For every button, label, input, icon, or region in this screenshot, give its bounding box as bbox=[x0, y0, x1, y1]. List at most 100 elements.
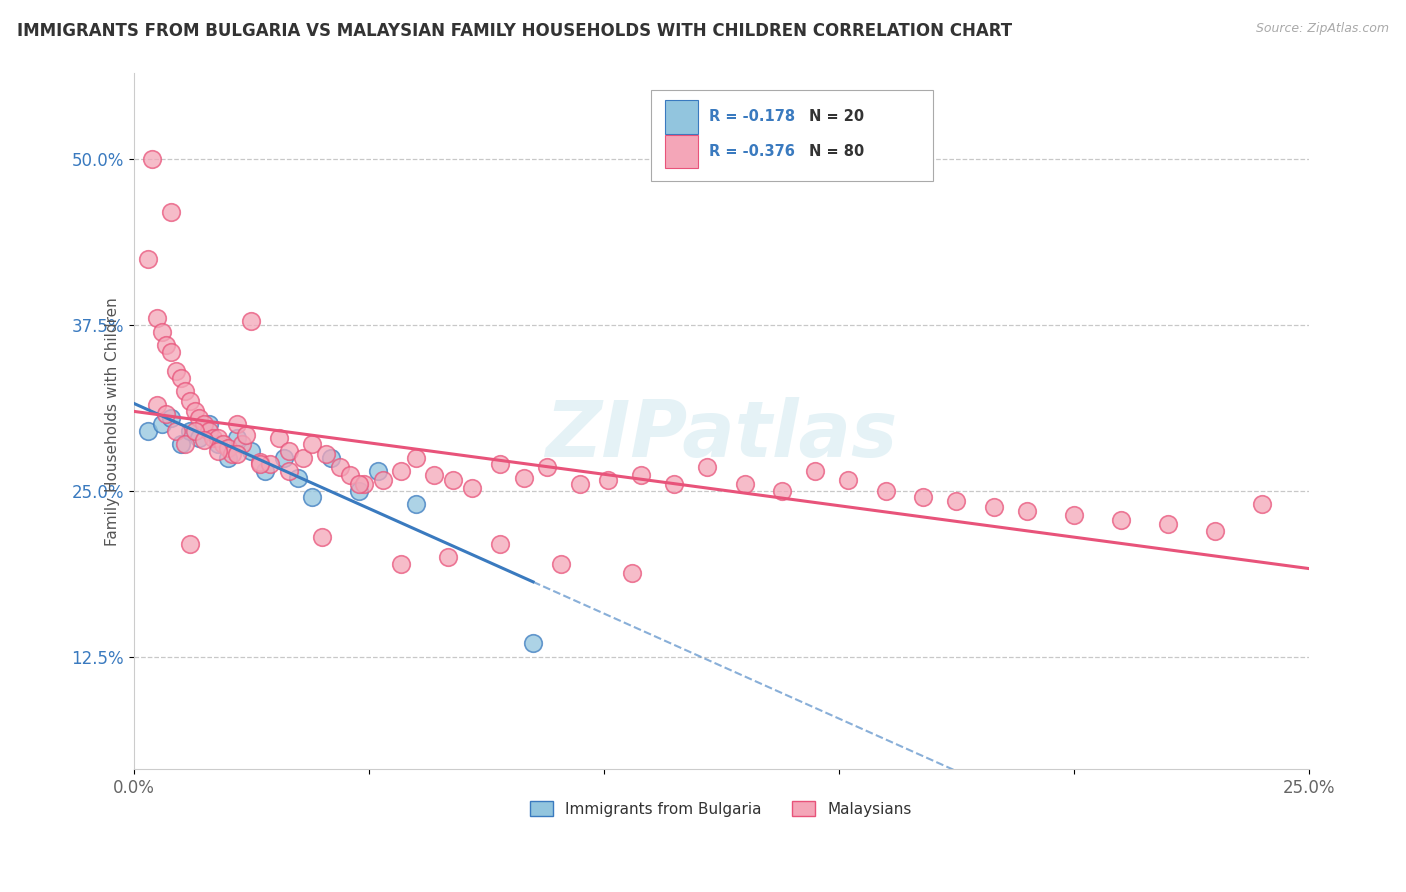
Point bbox=[183, 424, 205, 438]
Point bbox=[489, 537, 512, 551]
Point bbox=[231, 437, 253, 451]
Point bbox=[160, 410, 183, 425]
Point bbox=[391, 464, 413, 478]
Point bbox=[569, 477, 592, 491]
Point bbox=[150, 325, 173, 339]
Point bbox=[235, 428, 257, 442]
Point bbox=[734, 477, 756, 491]
Point bbox=[155, 338, 177, 352]
Point bbox=[512, 470, 534, 484]
Point bbox=[273, 450, 295, 465]
Point bbox=[226, 417, 249, 432]
Point bbox=[391, 557, 413, 571]
Point bbox=[217, 442, 239, 456]
Point bbox=[311, 530, 333, 544]
Legend: Immigrants from Bulgaria, Malaysians: Immigrants from Bulgaria, Malaysians bbox=[523, 793, 920, 824]
Point bbox=[550, 557, 572, 571]
Point bbox=[207, 444, 229, 458]
Point bbox=[193, 434, 215, 448]
Text: N = 20: N = 20 bbox=[810, 110, 865, 124]
Point bbox=[1250, 497, 1272, 511]
Point bbox=[620, 566, 643, 580]
Point bbox=[437, 550, 460, 565]
Point bbox=[662, 477, 685, 491]
Point bbox=[165, 364, 187, 378]
Point bbox=[405, 497, 427, 511]
Point bbox=[1204, 524, 1226, 538]
Point bbox=[179, 537, 201, 551]
Point bbox=[367, 464, 389, 478]
Point bbox=[347, 477, 370, 491]
Point bbox=[240, 444, 263, 458]
Point bbox=[983, 500, 1005, 514]
FancyBboxPatch shape bbox=[651, 90, 932, 181]
Point bbox=[136, 252, 159, 266]
Point bbox=[165, 424, 187, 438]
Point bbox=[339, 467, 361, 482]
Point bbox=[150, 417, 173, 432]
Point bbox=[630, 467, 652, 482]
Point bbox=[259, 457, 281, 471]
Point bbox=[136, 424, 159, 438]
Text: R = -0.376: R = -0.376 bbox=[709, 145, 796, 159]
Point bbox=[188, 410, 211, 425]
Text: R = -0.178: R = -0.178 bbox=[709, 110, 796, 124]
Point bbox=[945, 494, 967, 508]
Point bbox=[179, 393, 201, 408]
Point bbox=[174, 437, 197, 451]
Point bbox=[353, 477, 375, 491]
Point bbox=[319, 450, 342, 465]
Point bbox=[217, 450, 239, 465]
Point bbox=[179, 424, 201, 438]
Point bbox=[202, 431, 225, 445]
Point bbox=[837, 473, 859, 487]
Point bbox=[347, 483, 370, 498]
Point bbox=[146, 311, 169, 326]
Point bbox=[536, 459, 558, 474]
Point bbox=[912, 491, 935, 505]
Point bbox=[277, 464, 299, 478]
Point bbox=[188, 431, 211, 445]
Point bbox=[183, 404, 205, 418]
Point bbox=[287, 470, 309, 484]
Point bbox=[207, 437, 229, 451]
Point bbox=[254, 464, 277, 478]
Point bbox=[1109, 513, 1132, 527]
Point bbox=[155, 407, 177, 421]
Point bbox=[193, 417, 215, 432]
Point bbox=[277, 444, 299, 458]
Point bbox=[174, 384, 197, 399]
Point bbox=[197, 424, 219, 438]
Point bbox=[804, 464, 827, 478]
Point bbox=[291, 450, 314, 465]
Text: N = 80: N = 80 bbox=[810, 145, 865, 159]
Text: Source: ZipAtlas.com: Source: ZipAtlas.com bbox=[1256, 22, 1389, 36]
Point bbox=[197, 417, 219, 432]
Point bbox=[160, 344, 183, 359]
Point bbox=[207, 431, 229, 445]
Point bbox=[1156, 516, 1178, 531]
Point bbox=[169, 371, 191, 385]
Point bbox=[249, 454, 271, 468]
Point bbox=[522, 636, 544, 650]
Point bbox=[315, 447, 337, 461]
Point bbox=[301, 491, 323, 505]
Point bbox=[160, 205, 183, 219]
Point bbox=[598, 473, 620, 487]
FancyBboxPatch shape bbox=[665, 135, 697, 169]
Text: ZIPatlas: ZIPatlas bbox=[546, 397, 897, 473]
Point bbox=[405, 450, 427, 465]
Point bbox=[221, 447, 243, 461]
Point bbox=[489, 457, 512, 471]
Point bbox=[169, 437, 191, 451]
Point bbox=[1015, 503, 1038, 517]
Point bbox=[329, 459, 352, 474]
Text: IMMIGRANTS FROM BULGARIA VS MALAYSIAN FAMILY HOUSEHOLDS WITH CHILDREN CORRELATIO: IMMIGRANTS FROM BULGARIA VS MALAYSIAN FA… bbox=[17, 22, 1012, 40]
Point bbox=[441, 473, 464, 487]
Point bbox=[226, 447, 249, 461]
Point bbox=[875, 483, 897, 498]
Y-axis label: Family Households with Children: Family Households with Children bbox=[104, 297, 120, 546]
Point bbox=[249, 457, 271, 471]
Point bbox=[371, 473, 394, 487]
Point bbox=[212, 437, 235, 451]
